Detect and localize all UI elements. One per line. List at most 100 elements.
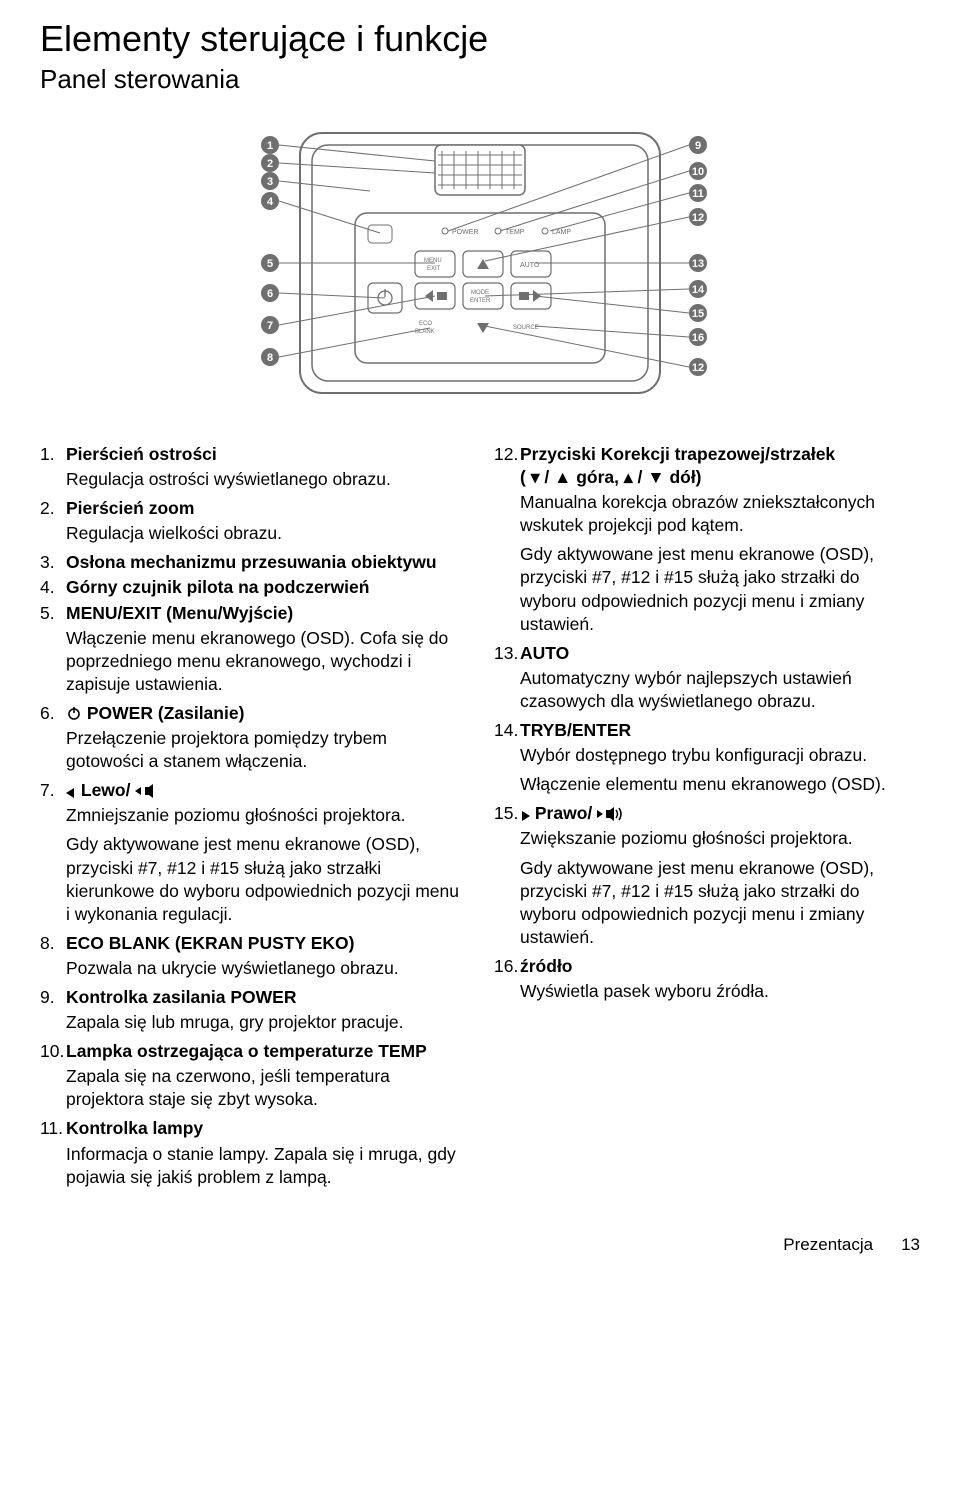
list-item: 11.Kontrolka lampy xyxy=(40,1117,466,1140)
item-number: 6. xyxy=(40,702,66,725)
svg-text:MODE: MODE xyxy=(471,290,489,296)
item-number: 12. xyxy=(494,443,520,489)
item-description: Manualna korekcja obrazów zniekształcony… xyxy=(494,491,920,537)
list-item: 8.ECO BLANK (EKRAN PUSTY EKO) xyxy=(40,932,466,955)
item-description: Regulacja wielkości obrazu. xyxy=(40,522,466,545)
item-description: Pozwala na ukrycie wyświetlanego obrazu. xyxy=(40,957,466,980)
control-panel-diagram: POWERTEMPLAMPMENUEXITAUTOMODEENTERECOBLA… xyxy=(220,113,740,413)
svg-text:ECO: ECO xyxy=(419,321,432,327)
item-description: Gdy aktywowane jest menu ekranowe (OSD),… xyxy=(40,833,466,925)
item-number: 10. xyxy=(40,1040,66,1063)
page-subtitle: Panel sterowania xyxy=(40,64,920,95)
svg-text:12: 12 xyxy=(692,212,704,224)
item-description: Wyświetla pasek wyboru źródła. xyxy=(494,980,920,1003)
item-description: Zwiększanie poziomu głośności projektora… xyxy=(494,827,920,850)
list-item: 3.Osłona mechanizmu przesuwania obiektyw… xyxy=(40,551,466,574)
item-description: Przełączenie projektora pomiędzy trybem … xyxy=(40,727,466,773)
item-number: 14. xyxy=(494,719,520,742)
list-item: 13.AUTO xyxy=(494,642,920,665)
item-title: POWER (Zasilanie) xyxy=(66,702,244,725)
svg-text:TEMP: TEMP xyxy=(505,229,525,236)
svg-text:12: 12 xyxy=(692,362,704,374)
svg-text:1: 1 xyxy=(267,140,273,152)
list-item: 5.MENU/EXIT (Menu/Wyjście) xyxy=(40,602,466,625)
item-title: Osłona mechanizmu przesuwania obiektywu xyxy=(66,551,437,574)
item-number: 16. xyxy=(494,955,520,978)
item-description: Włączenie elementu menu ekranowego (OSD)… xyxy=(494,773,920,796)
list-item: 7. Lewo/ xyxy=(40,779,466,802)
item-number: 13. xyxy=(494,642,520,665)
svg-text:SOURCE: SOURCE xyxy=(513,325,539,331)
item-title: Lampka ostrzegająca o temperaturze TEMP xyxy=(66,1040,427,1063)
item-number: 2. xyxy=(40,497,66,520)
svg-text:EXIT: EXIT xyxy=(427,266,441,272)
list-item: 4.Górny czujnik pilota na podczerwień xyxy=(40,576,466,599)
content-columns: 1.Pierścień ostrościRegulacja ostrości w… xyxy=(40,443,920,1195)
svg-text:14: 14 xyxy=(692,284,705,296)
item-description: Automatyczny wybór najlepszych ustawień … xyxy=(494,667,920,713)
item-number: 5. xyxy=(40,602,66,625)
item-description: Informacja o stanie lampy. Zapala się i … xyxy=(40,1143,466,1189)
item-description: Zapala się na czerwono, jeśli temperatur… xyxy=(40,1065,466,1111)
item-title: Kontrolka lampy xyxy=(66,1117,203,1140)
list-item: 12.Przyciski Korekcji trapezowej/strzałe… xyxy=(494,443,920,489)
svg-text:10: 10 xyxy=(692,166,704,178)
item-description: Gdy aktywowane jest menu ekranowe (OSD),… xyxy=(494,543,920,635)
svg-text:2: 2 xyxy=(267,158,273,170)
item-title: Lewo/ xyxy=(66,779,157,802)
item-number: 8. xyxy=(40,932,66,955)
svg-text:ENTER: ENTER xyxy=(470,298,491,304)
left-column: 1.Pierścień ostrościRegulacja ostrości w… xyxy=(40,443,466,1195)
svg-text:POWER: POWER xyxy=(452,229,478,236)
svg-text:6: 6 xyxy=(267,288,273,300)
item-description: Zmniejszanie poziomu głośności projektor… xyxy=(40,804,466,827)
diagram-svg: POWERTEMPLAMPMENUEXITAUTOMODEENTERECOBLA… xyxy=(220,113,740,413)
list-item: 9.Kontrolka zasilania POWER xyxy=(40,986,466,1009)
list-item: 16.źródło xyxy=(494,955,920,978)
item-number: 4. xyxy=(40,576,66,599)
svg-text:9: 9 xyxy=(695,140,701,152)
footer-page: 13 xyxy=(901,1235,920,1255)
item-number: 7. xyxy=(40,779,66,802)
list-item: 15. Prawo/ xyxy=(494,802,920,825)
item-number: 3. xyxy=(40,551,66,574)
list-item: 14.TRYB/ENTER xyxy=(494,719,920,742)
item-number: 9. xyxy=(40,986,66,1009)
item-description: Wybór dostępnego trybu konfiguracji obra… xyxy=(494,744,920,767)
page-title: Elementy sterujące i funkcje xyxy=(40,18,920,60)
svg-text:4: 4 xyxy=(267,196,274,208)
item-title: Pierścień ostrości xyxy=(66,443,217,466)
item-title: Pierścień zoom xyxy=(66,497,194,520)
item-title: Prawo/ xyxy=(520,802,623,825)
svg-text:7: 7 xyxy=(267,320,273,332)
item-number: 15. xyxy=(494,802,520,825)
footer-section: Prezentacja xyxy=(783,1235,873,1255)
item-title: Kontrolka zasilania POWER xyxy=(66,986,296,1009)
item-title: ECO BLANK (EKRAN PUSTY EKO) xyxy=(66,932,354,955)
right-column: 12.Przyciski Korekcji trapezowej/strzałe… xyxy=(494,443,920,1195)
svg-text:3: 3 xyxy=(267,176,273,188)
item-description: Włączenie menu ekranowego (OSD). Cofa si… xyxy=(40,627,466,696)
item-title: źródło xyxy=(520,955,573,978)
list-item: 2.Pierścień zoom xyxy=(40,497,466,520)
item-title: AUTO xyxy=(520,642,569,665)
item-number: 11. xyxy=(40,1117,66,1140)
svg-text:8: 8 xyxy=(267,352,273,364)
item-title: MENU/EXIT (Menu/Wyjście) xyxy=(66,602,293,625)
item-title: TRYB/ENTER xyxy=(520,719,631,742)
list-item: 1.Pierścień ostrości xyxy=(40,443,466,466)
list-item: 6. POWER (Zasilanie) xyxy=(40,702,466,725)
svg-text:5: 5 xyxy=(267,258,273,270)
item-title: Przyciski Korekcji trapezowej/strzałek( … xyxy=(520,443,835,489)
item-title: Górny czujnik pilota na podczerwień xyxy=(66,576,369,599)
svg-text:11: 11 xyxy=(692,188,704,200)
item-description: Gdy aktywowane jest menu ekranowe (OSD),… xyxy=(494,857,920,949)
svg-text:15: 15 xyxy=(692,308,704,320)
item-number: 1. xyxy=(40,443,66,466)
svg-text:13: 13 xyxy=(692,258,704,270)
page-footer: Prezentacja 13 xyxy=(40,1235,920,1255)
item-description: Zapala się lub mruga, gry projektor prac… xyxy=(40,1011,466,1034)
list-item: 10.Lampka ostrzegająca o temperaturze TE… xyxy=(40,1040,466,1063)
svg-text:16: 16 xyxy=(692,332,704,344)
item-description: Regulacja ostrości wyświetlanego obrazu. xyxy=(40,468,466,491)
